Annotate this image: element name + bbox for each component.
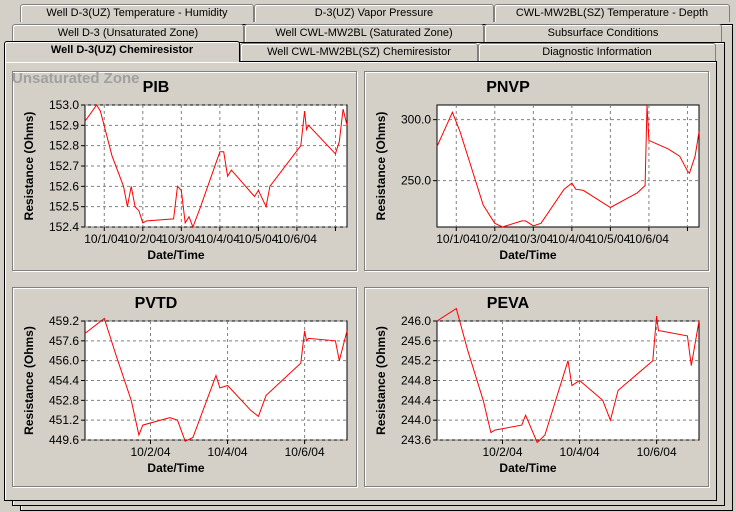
tab-d3-chemiresistor[interactable]: Well D-3(UZ) Chemiresistor (4, 41, 240, 62)
y-axis-label: Resistance (Ohms) (22, 112, 36, 221)
x-tick-label: 10/3/04 (161, 232, 201, 246)
y-tick-label: 244.4 (401, 393, 431, 407)
chart-box-peva: PEVA 246.0 245.6 245.2 244.8 244.4 244.0 243.6 1… (364, 287, 709, 487)
y-tick-label: 245.2 (401, 354, 431, 368)
y-tick-label: 246.0 (401, 314, 431, 328)
y-tick-label: 244.0 (401, 413, 431, 427)
x-tick-label: 10/6/04 (637, 445, 677, 459)
y-tick-label: 459.2 (49, 314, 79, 328)
x-tick-label: 10/6/04 (629, 232, 669, 246)
y-tick-label: 449.6 (49, 433, 79, 447)
y-tick-label: 451.2 (49, 413, 79, 427)
series-line (436, 104, 700, 228)
tab-subsurface-conditions[interactable]: Subsurface Conditions (484, 24, 722, 42)
x-axis-label: Date/Time (147, 461, 204, 475)
y-tick-label: 152.6 (49, 179, 79, 193)
plot-area (436, 104, 700, 228)
x-tick-label: 10/4/04 (208, 445, 248, 459)
tab-d3-temperature-humidity[interactable]: Well D-3(UZ) Temperature - Humidity (20, 4, 254, 22)
x-tick-label: 10/4/04 (552, 232, 592, 246)
x-tick-label: 10/6/04 (285, 445, 325, 459)
y-tick-label: 250.0 (401, 174, 431, 188)
chart-title: PIB (143, 79, 170, 96)
y-tick-label: 457.6 (49, 334, 79, 348)
tab-cwl-saturated-zone[interactable]: Well CWL-MW2BL (Saturated Zone) (244, 24, 484, 42)
y-axis-label: Resistance (Ohms) (374, 326, 388, 435)
y-tick-label: 152.9 (49, 118, 79, 132)
x-tick-label: 10/2/04 (123, 232, 163, 246)
chart-box-pnvp: PNVP 300.0 250.0 10/1/04 10/2/04 10/3/04 10/4/… (364, 71, 709, 271)
y-axis-label: Resistance (Ohms) (374, 112, 388, 221)
zone-label: Unsaturated Zone (12, 70, 140, 87)
x-axis-label: Date/Time (499, 248, 556, 262)
y-tick-label: 452.8 (49, 393, 79, 407)
chart-pvtd: PVTD 459.2 457.6 456.0 454.4 452.8 451.2 449.6 1… (22, 295, 348, 475)
tab-d3-unsaturated-zone[interactable]: Well D-3 (Unsaturated Zone) (12, 24, 244, 42)
x-tick-label: 10/2/04 (482, 445, 522, 459)
y-tick-label: 245.6 (401, 334, 431, 348)
y-tick-label: 152.7 (49, 159, 79, 173)
series-line (84, 317, 348, 442)
chart-pib: PIB 153.0 152.9 152.8 152.7 152.6 152.5 152.4 10… (22, 79, 348, 262)
x-tick-label: 10/4/04 (560, 445, 600, 459)
x-tick-label: 10/4/04 (200, 232, 240, 246)
chart-title: PVTD (135, 295, 178, 312)
tab-diagnostic-information[interactable]: Diagnostic Information (478, 43, 716, 61)
chart-pnvp: PNVP 300.0 250.0 10/1/0410/2/0410/3/0410/4/… (374, 79, 700, 262)
x-axis-label: Date/Time (147, 248, 204, 262)
x-tick-label: 10/2/04 (130, 445, 170, 459)
y-tick-label: 456.0 (49, 354, 79, 368)
chart-box-pib: PIB 153.0 152.9 152.8 152.7 152.6 152.5 152.4 10… (12, 71, 357, 271)
x-tick-label: 10/1/04 (84, 232, 124, 246)
x-tick-label: 10/5/04 (590, 232, 630, 246)
chart-box-pvtd: PVTD 459.2 457.6 456.0 454.4 452.8 451.2 449.6 1… (12, 287, 357, 487)
chart-title: PEVA (487, 295, 530, 312)
y-tick-label: 300.0 (401, 113, 431, 127)
chart-title: PNVP (486, 79, 530, 96)
y-tick-label: 152.4 (49, 220, 79, 234)
y-tick-label: 152.5 (49, 200, 79, 214)
x-tick-label: 10/5/04 (238, 232, 278, 246)
x-tick-label: 10/1/04 (436, 232, 476, 246)
y-tick-label: 243.6 (401, 433, 431, 447)
x-axis-label: Date/Time (499, 461, 556, 475)
y-tick-label: 454.4 (49, 374, 79, 388)
tab-cwl-temperature-depth[interactable]: CWL-MW2BL(SZ) Temperature - Depth (494, 4, 730, 22)
x-tick-label: 10/3/04 (513, 232, 553, 246)
series-line (84, 104, 348, 229)
y-tick-label: 152.8 (49, 139, 79, 153)
tab-cwl-chemiresistor[interactable]: Well CWL-MW2BL(SZ) Chemiresistor (240, 43, 478, 61)
tab-d3-vapor-pressure[interactable]: D-3(UZ) Vapor Pressure (254, 4, 494, 22)
y-axis-label: Resistance (Ohms) (22, 326, 36, 435)
series-line (436, 307, 700, 444)
y-tick-label: 153.0 (49, 98, 79, 112)
x-tick-label: 10/6/04 (277, 232, 317, 246)
x-tick-label: 10/2/04 (475, 232, 515, 246)
y-tick-label: 244.8 (401, 374, 431, 388)
chart-peva: PEVA 246.0 245.6 245.2 244.8 244.4 244.0 243.6 1… (374, 295, 700, 475)
